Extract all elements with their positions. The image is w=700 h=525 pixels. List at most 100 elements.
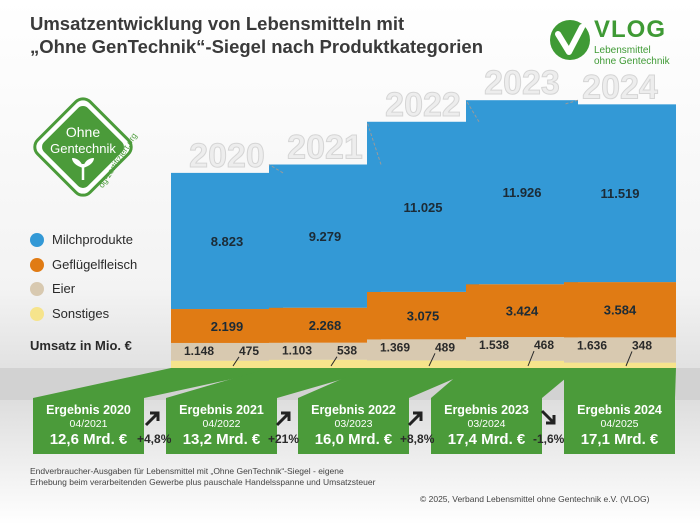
- bar-eier-2023: [466, 337, 578, 361]
- bar-milchprodukte-2023: [466, 100, 578, 285]
- leader-line-sonstiges-2023: [527, 350, 535, 367]
- result-date-2020: 04/2021: [69, 418, 108, 430]
- connector-2021: [166, 368, 381, 398]
- bar-sonstiges-2023: [466, 360, 578, 368]
- legend-dot-eier: [30, 282, 44, 296]
- change-2023: +8,8%: [400, 408, 434, 448]
- change-label-2021: +4,8%: [137, 432, 172, 446]
- value-label-milchprodukte-2020: 8.823: [211, 234, 244, 249]
- legend-dot-gefluegelfleisch: [30, 257, 44, 272]
- value-label-milchprodukte-2024: 11.519: [600, 186, 639, 201]
- legend-dot-milchprodukte: [30, 233, 44, 247]
- change-2022: +21%: [268, 408, 299, 448]
- value-label-eier-2021: 1.103: [282, 344, 312, 358]
- bar-sonstiges-2024: [564, 362, 676, 368]
- value-label-eier-2020: 1.148: [184, 344, 214, 358]
- bar-sonstiges-2022: [367, 360, 479, 368]
- vlog-logo-subline-2: ohne Gentechnik: [594, 56, 670, 67]
- result-title-2022: Ergebnis 2022: [311, 403, 396, 417]
- top-connector-2024: [563, 99, 579, 105]
- value-label-gefluegelfleisch-2024: 3.584: [604, 303, 637, 318]
- result-total-2024: 17,1 Mrd. €: [580, 431, 659, 448]
- result-date-2023: 03/2024: [467, 418, 506, 430]
- vlog-logo-subline-1: Lebensmittel: [594, 45, 651, 56]
- bar-sonstiges-2020: [171, 360, 283, 368]
- result-box-2020: Ergebnis 2020 04/2021 12,6 Mrd. €: [33, 398, 144, 454]
- value-label-sonstiges-2020: 475: [239, 344, 259, 358]
- top-connector-2023: [465, 99, 480, 123]
- value-label-milchprodukte-2021: 9.279: [309, 229, 342, 244]
- change-label-2024: -1,6%: [533, 432, 565, 446]
- value-label-sonstiges-2021: 538: [337, 344, 357, 358]
- value-label-gefluegelfleisch-2020: 2.199: [211, 319, 244, 334]
- result-title-2020: Ergebnis 2020: [46, 403, 131, 417]
- top-connector-2021: [268, 164, 284, 174]
- leader-line-sonstiges-2024: [625, 351, 633, 367]
- value-label-milchprodukte-2023: 11.926: [502, 185, 541, 200]
- bar-gefluegelfleisch-2020: [171, 309, 283, 343]
- top-connector-2022: [366, 121, 382, 165]
- chart-title-line-1: Umsatzentwicklung von Lebensmitteln mit: [30, 13, 405, 34]
- value-label-eier-2022: 1.369: [380, 340, 410, 354]
- connector-2023: [431, 368, 578, 398]
- y-axis-label: Umsatz in Mio. €: [30, 338, 132, 353]
- result-title-2023: Ergebnis 2023: [444, 403, 529, 417]
- connector-2022: [298, 368, 479, 398]
- bar-eier-2024: [564, 337, 676, 363]
- value-label-gefluegelfleisch-2021: 2.268: [309, 318, 342, 333]
- result-total-2020: 12,6 Mrd. €: [49, 431, 128, 448]
- value-label-sonstiges-2022: 489: [435, 340, 455, 354]
- arrow-up-right-icon: [144, 411, 160, 427]
- ohne-gentechnik-seal: Ohne Gentechnik og-zertifiziert.org: [33, 97, 138, 197]
- legend-label-milchprodukte: Milchprodukte: [52, 232, 133, 247]
- value-label-sonstiges-2023: 468: [534, 338, 554, 352]
- year-label-2020: 2020: [189, 137, 265, 175]
- bar-gefluegelfleisch-2024: [564, 282, 676, 338]
- bar-milchprodukte-2022: [367, 121, 479, 292]
- year-label-2021: 2021: [287, 129, 363, 167]
- value-label-eier-2023: 1.538: [479, 338, 509, 352]
- plant-icon: [72, 158, 94, 180]
- result-box-2021: Ergebnis 2021 04/2022 13,2 Mrd. €: [166, 398, 277, 454]
- bar-milchprodukte-2021: [269, 164, 381, 308]
- arrow-down-right-icon: [540, 409, 556, 425]
- chart-title-line-2: „Ohne GenTechnik“-Siegel nach Produktkat…: [30, 36, 483, 57]
- arrow-up-right-icon: [275, 411, 291, 427]
- connector-2020: [33, 368, 283, 398]
- result-title-2021: Ergebnis 2021: [179, 403, 264, 417]
- vlog-logo: VLOG Lebensmittel ohne Gentechnik: [548, 16, 688, 67]
- value-label-milchprodukte-2022: 11.025: [403, 200, 442, 215]
- result-box-2023: Ergebnis 2023 03/2024 17,4 Mrd. €: [431, 398, 542, 454]
- bar-sonstiges-2021: [269, 359, 381, 368]
- change-2021: +4,8%: [137, 408, 171, 448]
- bar-eier-2020: [171, 342, 283, 361]
- year-label-2024: 2024: [582, 68, 658, 106]
- legend-label-sonstiges: Sonstiges: [52, 305, 110, 321]
- seal-line-1: Ohne: [66, 124, 100, 140]
- leader-line-sonstiges-2022: [428, 353, 436, 367]
- legend-label-eier: Eier: [52, 281, 76, 296]
- value-label-gefluegelfleisch-2022: 3.075: [407, 309, 440, 324]
- result-box-2022: Ergebnis 2022 03/2023 16,0 Mrd. €: [298, 398, 409, 454]
- vlog-logo-word: VLOG: [594, 16, 667, 43]
- leader-line-sonstiges-2021: [330, 356, 338, 367]
- result-box-2024: Ergebnis 2024 04/2025 17,1 Mrd. €: [564, 398, 675, 454]
- connector-2024: [564, 368, 676, 398]
- result-date-2024: 04/2025: [600, 418, 639, 430]
- bar-gefluegelfleisch-2023: [466, 284, 578, 338]
- legend-dot-sonstiges: [30, 306, 44, 321]
- change-label-2023: +8,8%: [400, 432, 435, 446]
- arrow-up-right-icon: [407, 411, 423, 427]
- year-label-2022: 2022: [385, 86, 461, 124]
- bar-eier-2022: [367, 339, 479, 361]
- value-label-eier-2024: 1.636: [577, 338, 607, 352]
- change-2024: -1,6%: [533, 408, 565, 448]
- vlog-logo-icon: [550, 20, 590, 60]
- copyright: © 2025, Verband Lebensmittel ohne Gentec…: [420, 494, 650, 504]
- chart-title: Umsatzentwicklung von Lebensmitteln mit …: [30, 12, 550, 58]
- result-total-2021: 13,2 Mrd. €: [182, 431, 261, 448]
- result-total-2023: 17,4 Mrd. €: [447, 431, 526, 448]
- value-label-sonstiges-2024: 348: [632, 338, 652, 352]
